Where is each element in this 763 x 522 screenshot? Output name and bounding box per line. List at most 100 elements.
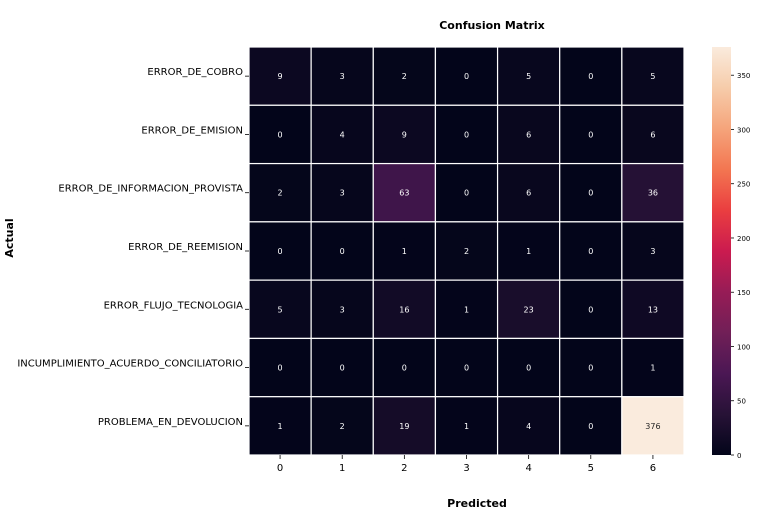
x-tick-label: 6 <box>650 463 656 474</box>
colorbar-tick-label: 100 <box>737 343 750 351</box>
heatmap-cell <box>372 46 437 106</box>
heatmap-cell <box>248 337 312 398</box>
heatmap-cell <box>496 337 561 398</box>
heatmap-cell <box>559 396 623 456</box>
chart-title: Confusion Matrix <box>439 19 545 32</box>
cell-value-label: 4 <box>526 422 531 431</box>
cell-value-label: 0 <box>588 364 593 373</box>
heatmap-cell <box>310 221 374 281</box>
cell-value-label: 0 <box>588 422 593 431</box>
y-tick-label: ERROR_DE_REEMISION <box>128 242 243 253</box>
y-tick-label: PROBLEMA_EN_DEVOLUCION <box>98 417 243 428</box>
colorbar-gradient <box>712 47 731 455</box>
heatmap-cell <box>310 337 374 398</box>
heatmap-cell <box>621 162 685 223</box>
x-tick-label: 3 <box>463 463 469 474</box>
cell-value-label: 1 <box>650 364 655 373</box>
heatmap-cell <box>621 221 685 281</box>
colorbar-tick-label: 50 <box>737 398 746 406</box>
cell-value-label: 1 <box>402 247 407 256</box>
x-tick-label: 5 <box>588 463 594 474</box>
cell-value-label: 4 <box>340 130 345 139</box>
x-tick-label: 2 <box>401 463 407 474</box>
cell-value-label: 1 <box>278 422 283 431</box>
y-tick-label: ERROR_DE_INFORMACION_PROVISTA <box>58 184 243 195</box>
cell-value-label: 0 <box>402 364 407 373</box>
heatmap-cell <box>310 46 374 106</box>
cell-value-label: 16 <box>399 305 409 314</box>
heatmap-cell <box>559 162 623 223</box>
y-tick-label: ERROR_DE_COBRO <box>147 67 243 78</box>
cell-value-label: 9 <box>278 72 283 81</box>
heatmap-cells: 9 3 2 0 5 0 50 4 9 0 6 0 62 3 63 0 6 0 360 0 1 2 1 0 35 3 16 1 23 0 13… <box>248 46 685 456</box>
cell-value-label: 63 <box>399 189 409 198</box>
cell-value-label: 0 <box>278 364 283 373</box>
cell-value-label: 0 <box>464 364 469 373</box>
cell-value-label: 5 <box>526 72 531 81</box>
cell-value-label: 1 <box>464 422 469 431</box>
heatmap-cell <box>434 396 499 456</box>
cell-value-label: 3 <box>340 305 345 314</box>
cell-value-label: 3 <box>340 189 345 198</box>
cell-value-label: 2 <box>402 72 407 81</box>
heatmap-cell <box>248 221 312 281</box>
cell-value-label: 6 <box>526 189 531 198</box>
heatmap-cell <box>559 221 623 281</box>
heatmap-cell <box>372 162 437 223</box>
cell-value-label: 0 <box>588 130 593 139</box>
colorbar-tick-label: 200 <box>737 235 750 243</box>
x-axis-label: Predicted <box>447 497 507 510</box>
cell-value-label: 0 <box>588 305 593 314</box>
cell-value-label: 5 <box>650 72 655 81</box>
cell-value-label: 0 <box>340 247 345 256</box>
colorbar-tick-label: 0 <box>737 452 741 460</box>
cell-value-label: 36 <box>648 189 658 198</box>
heatmap-cell <box>310 162 374 223</box>
y-ticks: ERROR_DE_COBRO ERROR_DE_EMISION ERROR_DE_I… <box>17 67 249 428</box>
cell-value-label: 0 <box>278 247 283 256</box>
cell-value-label: 13 <box>648 305 658 314</box>
cell-value-label: 3 <box>340 72 345 81</box>
cell-value-label: 6 <box>650 130 655 139</box>
heatmap-cell <box>434 162 499 223</box>
cell-value-label: 2 <box>340 422 345 431</box>
y-tick-label: ERROR_FLUJO_TECNOLOGIA <box>104 300 244 311</box>
heatmap-cell <box>621 396 685 456</box>
x-tick-label: 1 <box>339 463 345 474</box>
cell-value-label: 2 <box>278 189 283 198</box>
heatmap-cell <box>372 104 437 165</box>
cell-value-label: 3 <box>650 247 655 256</box>
y-axis-label: Actual <box>3 218 16 257</box>
cell-value-label: 9 <box>402 130 407 139</box>
cell-value-label: 0 <box>340 364 345 373</box>
heatmap-cell <box>496 104 561 165</box>
colorbar: 0 50 100 150 200 250 300 350 <box>712 47 750 460</box>
colorbar-tick-label: 150 <box>737 289 750 297</box>
cell-value-label: 0 <box>278 130 283 139</box>
cell-value-label: 19 <box>399 422 409 431</box>
heatmap-cell <box>372 279 437 340</box>
heatmap-cell <box>248 279 312 340</box>
cell-value-label: 0 <box>588 247 593 256</box>
colorbar-tick-label: 250 <box>737 181 750 189</box>
x-tick-label: 4 <box>525 463 531 474</box>
heatmap-cell <box>434 337 499 398</box>
cell-value-label: 0 <box>588 72 593 81</box>
cell-value-label: 1 <box>464 305 469 314</box>
heatmap-cell <box>372 396 437 456</box>
heatmap-cell <box>496 396 561 456</box>
heatmap-cell <box>248 396 312 456</box>
cell-value-label: 0 <box>526 364 531 373</box>
cell-value-label: 6 <box>526 130 531 139</box>
cell-value-label: 5 <box>278 305 283 314</box>
cell-value-label: 0 <box>464 130 469 139</box>
cell-value-label: 2 <box>464 247 469 256</box>
x-tick-label: 0 <box>277 463 283 474</box>
heatmap-cell <box>559 46 623 106</box>
colorbar-tick-label: 300 <box>737 126 750 134</box>
x-ticks: 0 1 2 3 4 5 6 <box>277 455 656 474</box>
heatmap-cell <box>621 337 685 398</box>
cell-value-label: 0 <box>588 189 593 198</box>
cell-value-label: 0 <box>464 189 469 198</box>
y-tick-label: ERROR_DE_EMISION <box>141 125 243 136</box>
